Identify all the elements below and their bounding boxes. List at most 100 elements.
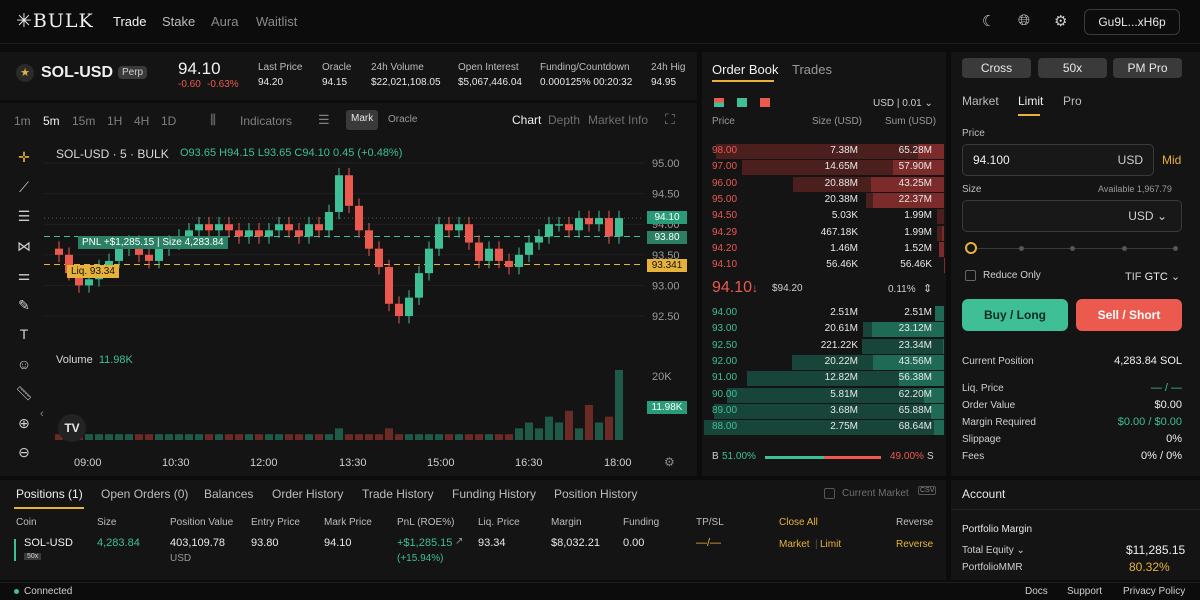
positions-tab[interactable]: Trade History [362, 487, 434, 501]
ask-row[interactable]: 94.50 5.03K 1.99M [704, 208, 944, 225]
slider-step[interactable] [1173, 246, 1178, 251]
ask-row[interactable]: 98.00 7.38M 65.28M [704, 143, 944, 159]
settings-icon[interactable]: ⚙ [664, 455, 675, 469]
positions-tab[interactable]: Position History [554, 487, 638, 501]
pos-tpsl[interactable]: —/— [696, 537, 722, 549]
nav-waitlist[interactable]: Waitlist [256, 14, 298, 29]
interval-1m[interactable]: 1m [14, 114, 31, 128]
size-input[interactable]: USD ⌄ [962, 200, 1182, 232]
footer-privacy[interactable]: Privacy Policy [1123, 586, 1186, 597]
slider-step[interactable] [1019, 246, 1024, 251]
total-equity-label[interactable]: Total Equity ⌄ [962, 545, 1025, 556]
ruler-icon[interactable]: 📏︎ [15, 385, 33, 401]
pos-reverse[interactable]: Reverse [896, 539, 934, 550]
book-unit-select[interactable]: USD | 0.01 ⌄ [873, 98, 933, 109]
bid-row[interactable]: 90.00 5.81M 62.20M [704, 387, 944, 403]
text-icon[interactable]: T [19, 326, 29, 342]
sell-short-button[interactable]: Sell / Short [1076, 299, 1182, 331]
nav-stake[interactable]: Stake [162, 14, 196, 29]
cross-margin-button[interactable]: Cross [962, 58, 1031, 78]
zoom-icon[interactable]: ⊕ [18, 414, 30, 431]
bid-row[interactable]: 92.00 20.22M 43.56M [704, 354, 944, 370]
oracle-toggle[interactable]: Oracle [388, 114, 418, 125]
tab-pro[interactable]: Pro [1063, 94, 1082, 108]
positions-tab[interactable]: Open Orders (0) [101, 487, 189, 501]
bid-row[interactable]: 92.50 221.22K 23.34M [704, 338, 944, 354]
view-chart[interactable]: Chart [512, 113, 542, 127]
bulk-logo[interactable]: ✳BULK [16, 10, 94, 32]
wallet-button[interactable]: Gu9L...xH6p [1084, 9, 1180, 35]
fullscreen-icon[interactable]: ⛶ [665, 111, 675, 127]
book-asks-icon[interactable] [760, 98, 770, 107]
bid-row[interactable]: 88.00 2.75M 68.64M [704, 419, 944, 436]
footer-docs[interactable]: Docs [1025, 586, 1048, 597]
footer-support[interactable]: Support [1067, 586, 1103, 597]
tab-limit[interactable]: Limit [1018, 94, 1044, 108]
bid-row[interactable]: 94.00 2.51M 2.51M [704, 305, 944, 321]
pm-pro-button[interactable]: PM Pro [1113, 58, 1182, 78]
fib-icon[interactable]: ☰ [17, 208, 31, 224]
tif-select[interactable]: TIF GTC ⌄ [1125, 271, 1181, 283]
tab-market[interactable]: Market [962, 94, 999, 108]
price-input[interactable]: 94.100 USD [962, 144, 1154, 176]
emoji-icon[interactable]: ☺ [16, 355, 32, 372]
ask-row[interactable]: 94.29 467.18K 1.99M [704, 225, 944, 241]
ask-row[interactable]: 96.00 20.88M 43.25M [704, 176, 944, 192]
buy-long-button[interactable]: Buy / Long [962, 299, 1068, 331]
magnet-icon[interactable]: ⊖ [18, 444, 30, 460]
bid-row[interactable]: 91.00 12.82M 56.38M [704, 370, 944, 387]
slider-step[interactable] [1070, 246, 1075, 251]
spread-toggle-icon[interactable]: ⇕ [923, 283, 933, 295]
liq-label[interactable]: Liq. 93.34 [67, 265, 119, 278]
chevron-left-icon[interactable]: ‹ [40, 408, 44, 420]
nav-trade[interactable]: Trade [113, 14, 147, 29]
interval-1H[interactable]: 1H [107, 114, 123, 128]
bid-row[interactable]: 93.00 20.61M 23.12M [704, 321, 944, 338]
book-both-icon[interactable] [714, 98, 724, 107]
slider-step[interactable] [1122, 246, 1127, 251]
view-market-info[interactable]: Market Info [588, 113, 649, 127]
csv-export-icon[interactable]: CSV [918, 486, 937, 495]
pos-close-limit[interactable]: Limit [820, 539, 842, 550]
brush-icon[interactable]: ✎ [18, 296, 30, 313]
reduce-only-checkbox[interactable] [965, 270, 976, 281]
positions-tab[interactable]: Funding History [452, 487, 537, 501]
tradingview-logo[interactable]: TV [58, 414, 86, 442]
leverage-button[interactable]: 50x [1038, 58, 1107, 78]
templates-icon[interactable]: ☰ [318, 112, 330, 127]
pos-coin[interactable]: SOL-USD [24, 537, 73, 549]
market-symbol[interactable]: SOL-USD [41, 64, 113, 81]
moon-icon[interactable]: ☾ [982, 13, 996, 30]
candle-type-icon[interactable]: ⫼ [210, 112, 216, 127]
share-icon[interactable]: ↗ [455, 536, 464, 547]
ask-row[interactable]: 94.20 1.46M 1.52M [704, 241, 944, 257]
crosshair-icon[interactable]: ✛ [18, 149, 30, 165]
interval-1D[interactable]: 1D [161, 114, 177, 128]
globe-icon[interactable]: 🌐︎ [1018, 12, 1031, 29]
mark-toggle[interactable]: Mark [346, 110, 379, 130]
current-market-checkbox[interactable] [824, 488, 835, 499]
size-slider-handle[interactable] [965, 242, 977, 254]
pattern-icon[interactable]: ⋈ [17, 237, 31, 254]
positions-header-cell[interactable]: Close All [779, 517, 818, 528]
interval-5m[interactable]: 5m [43, 114, 60, 128]
channel-icon[interactable]: ⚌ [17, 267, 31, 283]
indicators-button[interactable]: Indicators [240, 114, 293, 128]
positions-tab[interactable]: Order History [272, 487, 344, 501]
mid-button[interactable]: Mid [1162, 153, 1182, 167]
pos-close-market[interactable]: Market [779, 539, 810, 550]
nav-aura[interactable]: Aura [211, 14, 239, 29]
bid-row[interactable]: 89.00 3.68M 65.88M [704, 403, 944, 419]
price-chart[interactable]: 95.0094.5094.0093.5093.0092.5020K10K09:0… [44, 140, 694, 476]
tab-order-book[interactable]: Order Book [712, 62, 779, 77]
positions-tab[interactable]: Balances [204, 487, 254, 501]
trendline-icon[interactable]: ⟋ [19, 178, 29, 195]
view-depth[interactable]: Depth [548, 113, 581, 127]
interval-15m[interactable]: 15m [72, 114, 96, 128]
gear-icon[interactable]: ⚙ [1054, 13, 1068, 30]
ask-row[interactable]: 95.00 20.38M 22.37M [704, 192, 944, 208]
ask-row[interactable]: 97.00 14.65M 57.90M [704, 159, 944, 176]
interval-4H[interactable]: 4H [134, 114, 150, 128]
tab-trades[interactable]: Trades [792, 62, 832, 77]
book-bids-icon[interactable] [737, 98, 747, 107]
